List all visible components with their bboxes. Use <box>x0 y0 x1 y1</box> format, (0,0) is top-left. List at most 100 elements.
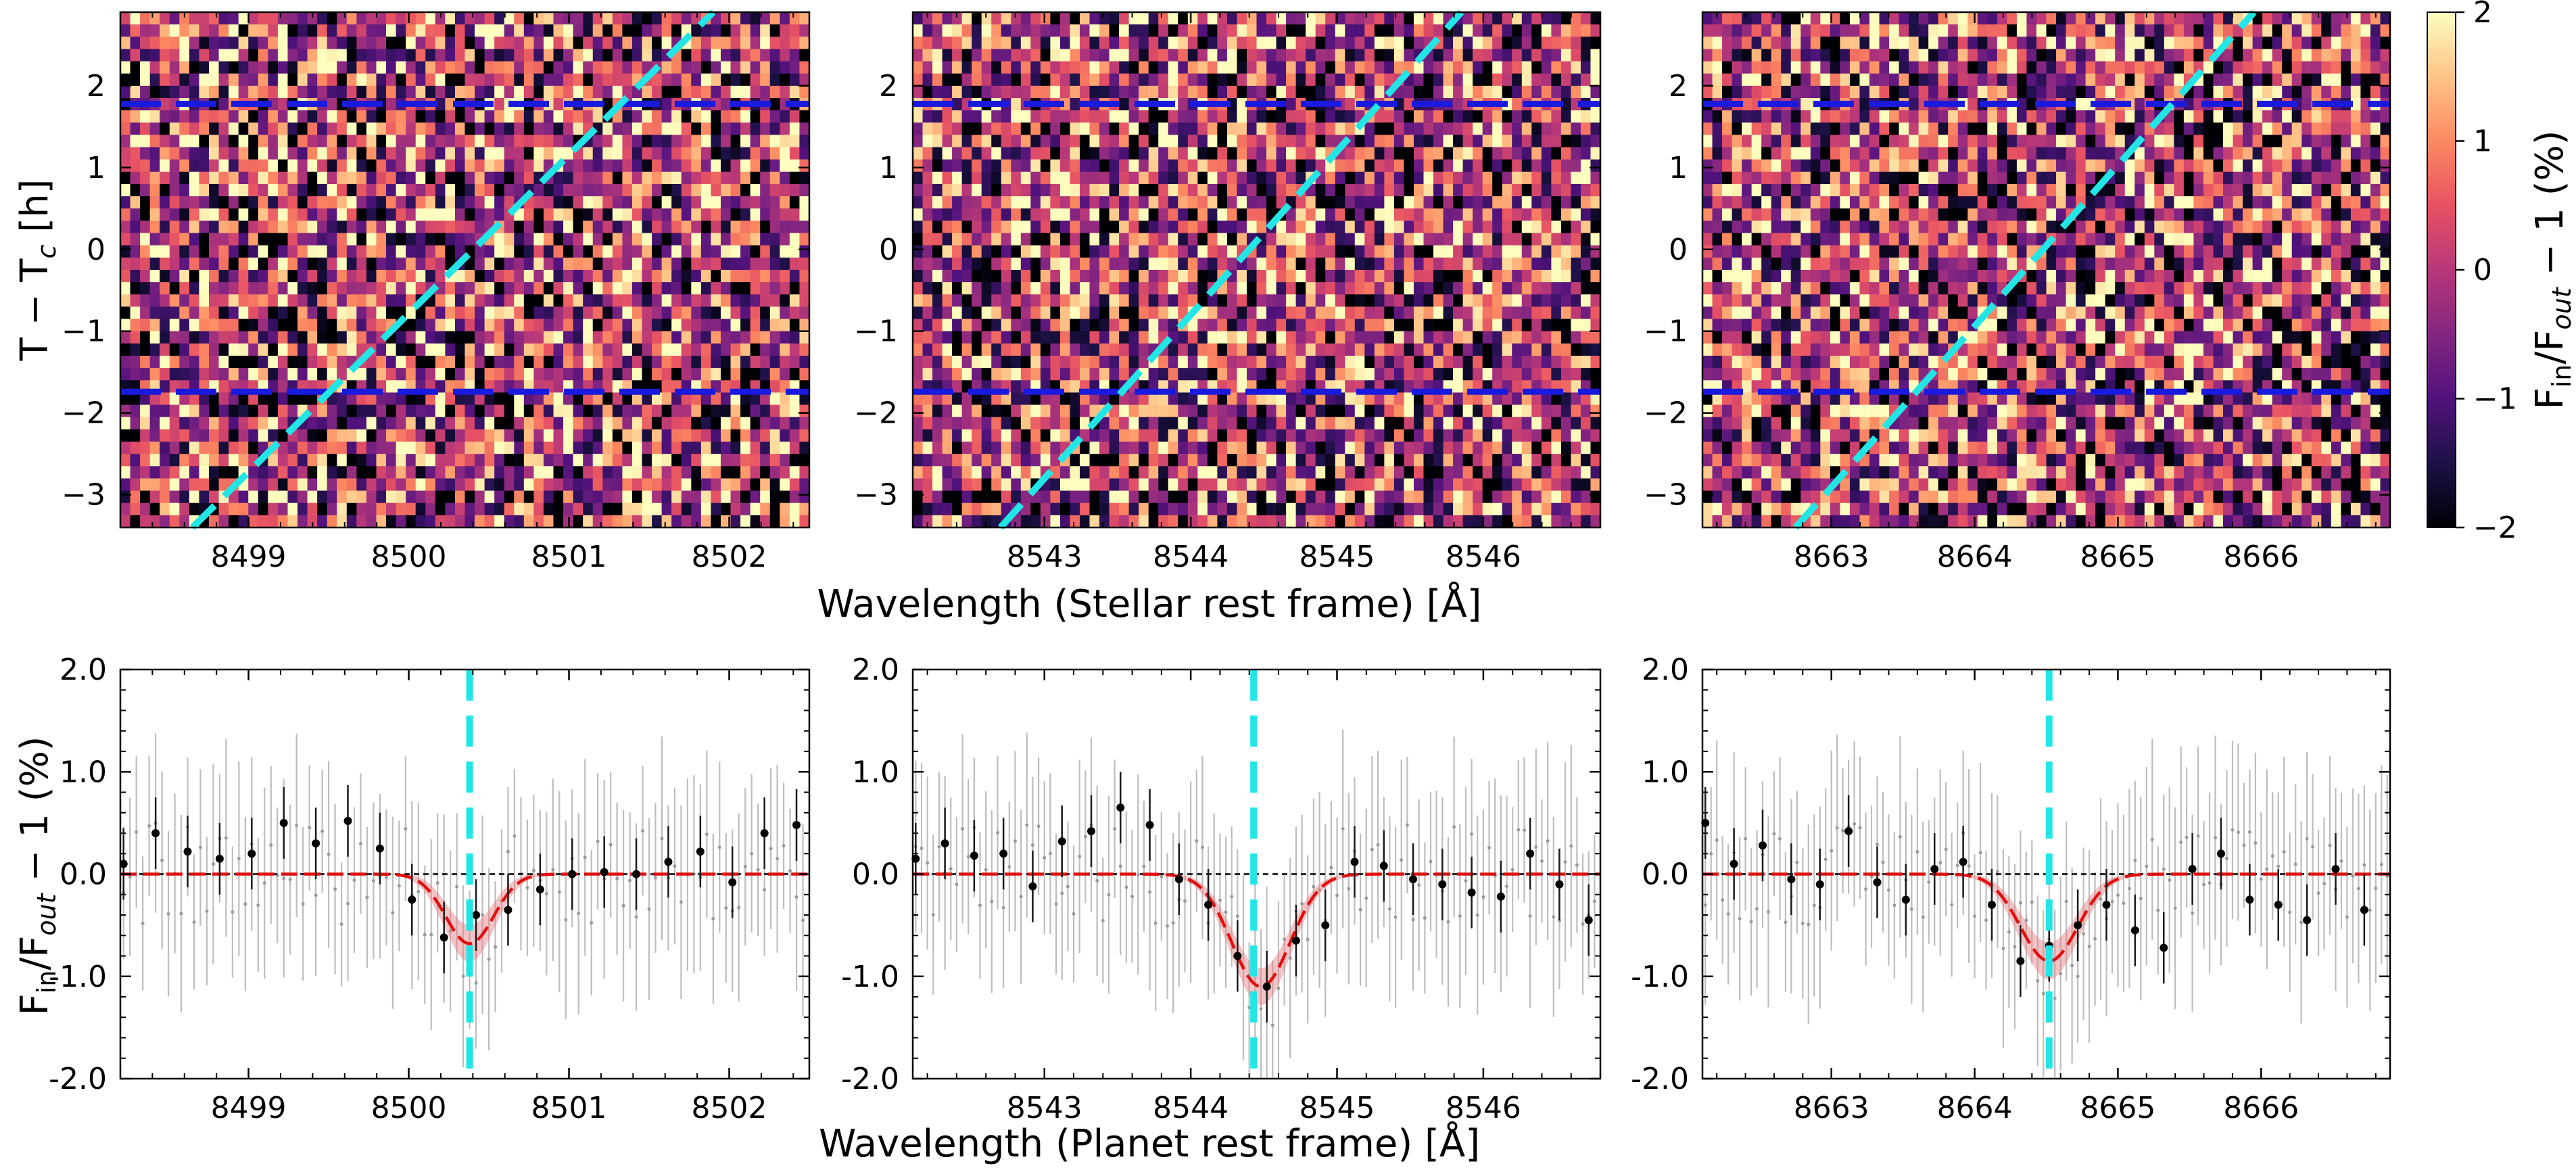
raw-point <box>448 929 452 933</box>
binned-point <box>1291 936 1300 945</box>
raw-point <box>512 834 517 838</box>
raw-point <box>1749 920 1753 924</box>
raw-point <box>2293 862 2297 866</box>
raw-point <box>2150 837 2154 841</box>
panel-frame <box>911 11 1602 529</box>
binned-point <box>1028 882 1037 891</box>
raw-point <box>1347 887 1351 891</box>
y-tick-label: 0 <box>1669 233 1688 267</box>
raw-point <box>679 900 683 904</box>
raw-point <box>1387 907 1391 911</box>
raw-point <box>931 913 935 917</box>
raw-point <box>1464 879 1468 883</box>
raw-point <box>1703 903 1707 907</box>
binned-point <box>1262 982 1271 991</box>
raw-point <box>2345 915 2349 919</box>
binned-point <box>343 816 352 825</box>
raw-point <box>1118 864 1122 868</box>
raw-point <box>609 843 613 847</box>
raw-point <box>365 895 369 899</box>
raw-point <box>1452 825 1456 829</box>
raw-point <box>1083 835 1087 839</box>
raw-point <box>1036 824 1041 828</box>
raw-point <box>1235 914 1239 918</box>
raw-point <box>2185 835 2189 839</box>
y-tick-label: 2 <box>87 69 105 103</box>
raw-point <box>481 913 485 917</box>
raw-point <box>391 911 395 915</box>
raw-point <box>2288 910 2292 914</box>
binned-point <box>408 895 416 904</box>
raw-point <box>1393 915 1398 919</box>
binned-points <box>911 772 1593 1023</box>
binned-point <box>696 847 705 856</box>
planet-track <box>190 9 716 530</box>
y-tick-label: 1 <box>87 151 105 185</box>
binned-point <box>312 839 320 848</box>
binned-point <box>664 858 673 866</box>
raw-point <box>1270 1023 1274 1027</box>
y-tick-label: −3 <box>1644 478 1688 513</box>
raw-point <box>647 907 651 911</box>
raw-point <box>2214 836 2218 840</box>
y-tick-label: −3 <box>854 478 898 513</box>
y-tick-label: 1.0 <box>1642 755 1689 789</box>
raw-point <box>1423 916 1427 920</box>
raw-point <box>474 981 478 985</box>
raw-point <box>634 915 638 919</box>
raw-point <box>308 826 312 830</box>
raw-point <box>1738 916 1742 920</box>
raw-point <box>978 904 982 908</box>
raw-point <box>654 876 658 880</box>
raw-point <box>1160 874 1164 878</box>
raw-point <box>1470 832 1474 836</box>
raw-point <box>937 845 941 849</box>
raw-point <box>295 824 299 828</box>
raw-point <box>1043 855 1047 860</box>
raw-point <box>1978 851 1982 855</box>
raw-points <box>1703 734 2389 1079</box>
raw-point <box>487 957 491 961</box>
raw-point <box>1417 883 1421 887</box>
raw-point <box>1995 870 1999 874</box>
raw-point <box>1581 922 1585 926</box>
raw-point <box>2311 845 2315 849</box>
heatmap-panel-1: 8499 8500 8501 8502 2 1 0 −1 −2 −3 <box>62 9 811 574</box>
raw-point <box>1800 921 1805 925</box>
raw-point <box>2070 964 2074 968</box>
raw-point <box>231 910 235 914</box>
binned-point <box>2331 864 2340 873</box>
raw-point <box>1886 888 1890 892</box>
raw-point <box>2030 900 2034 904</box>
colorbar-tick-label: 0 <box>2473 253 2492 287</box>
x-tick-label: 8543 <box>1007 1091 1082 1125</box>
raw-point <box>423 933 427 937</box>
raw-point <box>2110 899 2114 904</box>
raw-point <box>2013 945 2017 949</box>
binned-point <box>1815 880 1824 889</box>
x-tick-label: 8500 <box>371 1091 447 1125</box>
binned-point <box>472 911 481 919</box>
raw-point <box>1505 885 1509 889</box>
binned-point <box>1730 860 1738 868</box>
raw-point <box>1101 918 1105 922</box>
raw-point <box>1370 847 1374 851</box>
raw-point <box>525 886 529 890</box>
binned-point <box>1844 826 1853 835</box>
raw-point <box>1721 898 1725 902</box>
colorbar-tick-label: −1 <box>2473 382 2517 417</box>
raw-point <box>1200 845 1204 849</box>
raw-point <box>577 912 581 916</box>
raw-point <box>1715 838 1719 842</box>
y-tick-label: 2 <box>879 69 898 103</box>
raw-point <box>435 881 439 885</box>
raw-point <box>551 868 555 872</box>
raw-point <box>996 830 1000 835</box>
raw-point <box>763 888 767 892</box>
raw-point <box>596 839 600 843</box>
raw-point <box>1938 860 1942 864</box>
raw-point <box>2202 883 2206 887</box>
raw-point <box>2351 874 2355 878</box>
raw-point <box>1329 866 1333 870</box>
raw-point <box>1218 898 1222 902</box>
